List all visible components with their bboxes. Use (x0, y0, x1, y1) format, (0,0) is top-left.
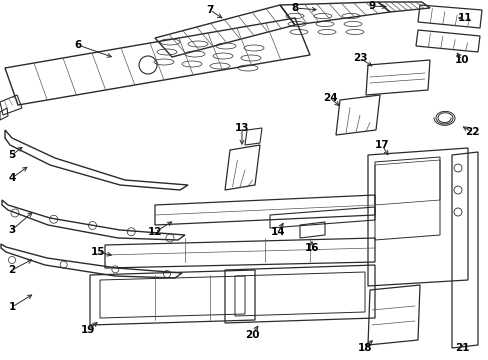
Text: 19: 19 (81, 325, 95, 335)
Text: 23: 23 (352, 53, 366, 63)
Text: 15: 15 (91, 247, 105, 257)
Text: 11: 11 (457, 13, 471, 23)
Text: 4: 4 (8, 173, 16, 183)
Text: 14: 14 (270, 227, 285, 237)
Text: 5: 5 (8, 150, 16, 160)
Text: 6: 6 (74, 40, 81, 50)
Text: 24: 24 (322, 93, 337, 103)
Text: 8: 8 (291, 3, 298, 13)
Text: 9: 9 (367, 1, 375, 11)
Text: 18: 18 (357, 343, 371, 353)
Text: 21: 21 (454, 343, 468, 353)
Text: 10: 10 (454, 55, 468, 65)
Text: 3: 3 (8, 225, 16, 235)
Text: 20: 20 (244, 330, 259, 340)
Text: 2: 2 (8, 265, 16, 275)
Text: 17: 17 (374, 140, 388, 150)
Text: 22: 22 (464, 127, 478, 137)
Text: 13: 13 (234, 123, 249, 133)
Text: 16: 16 (304, 243, 319, 253)
Text: 12: 12 (147, 227, 162, 237)
Text: 7: 7 (206, 5, 213, 15)
Text: 1: 1 (8, 302, 16, 312)
